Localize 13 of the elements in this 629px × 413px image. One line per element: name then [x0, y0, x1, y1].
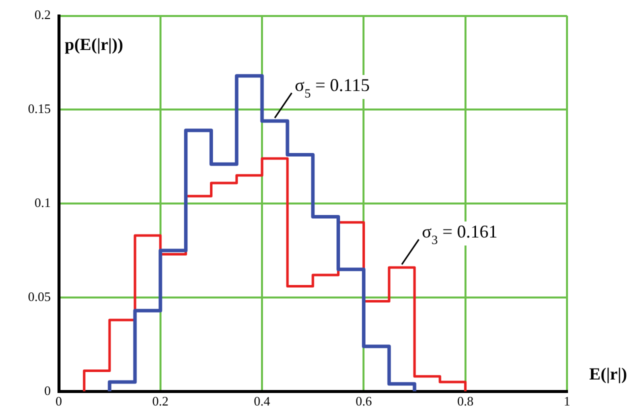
- x-tick-label: 0: [56, 394, 62, 409]
- x-tick-label: 0.2: [152, 394, 169, 409]
- x-tick-label: 0.8: [457, 394, 474, 409]
- x-axis-title: E(|r|): [589, 364, 627, 384]
- y-tick-label: 0.05: [28, 288, 51, 304]
- y-tick-label: 0.1: [34, 195, 51, 210]
- x-tick-label: 1: [564, 394, 570, 409]
- y-tick-label: 0: [44, 382, 51, 398]
- y-tick-label: 0.2: [34, 7, 51, 22]
- y-tick-label: 0.15: [28, 101, 51, 116]
- y-axis-title: p(E(|r|)): [64, 34, 124, 54]
- x-tick-label: 0.6: [356, 394, 372, 409]
- x-tick-label: 0.4: [254, 394, 271, 409]
